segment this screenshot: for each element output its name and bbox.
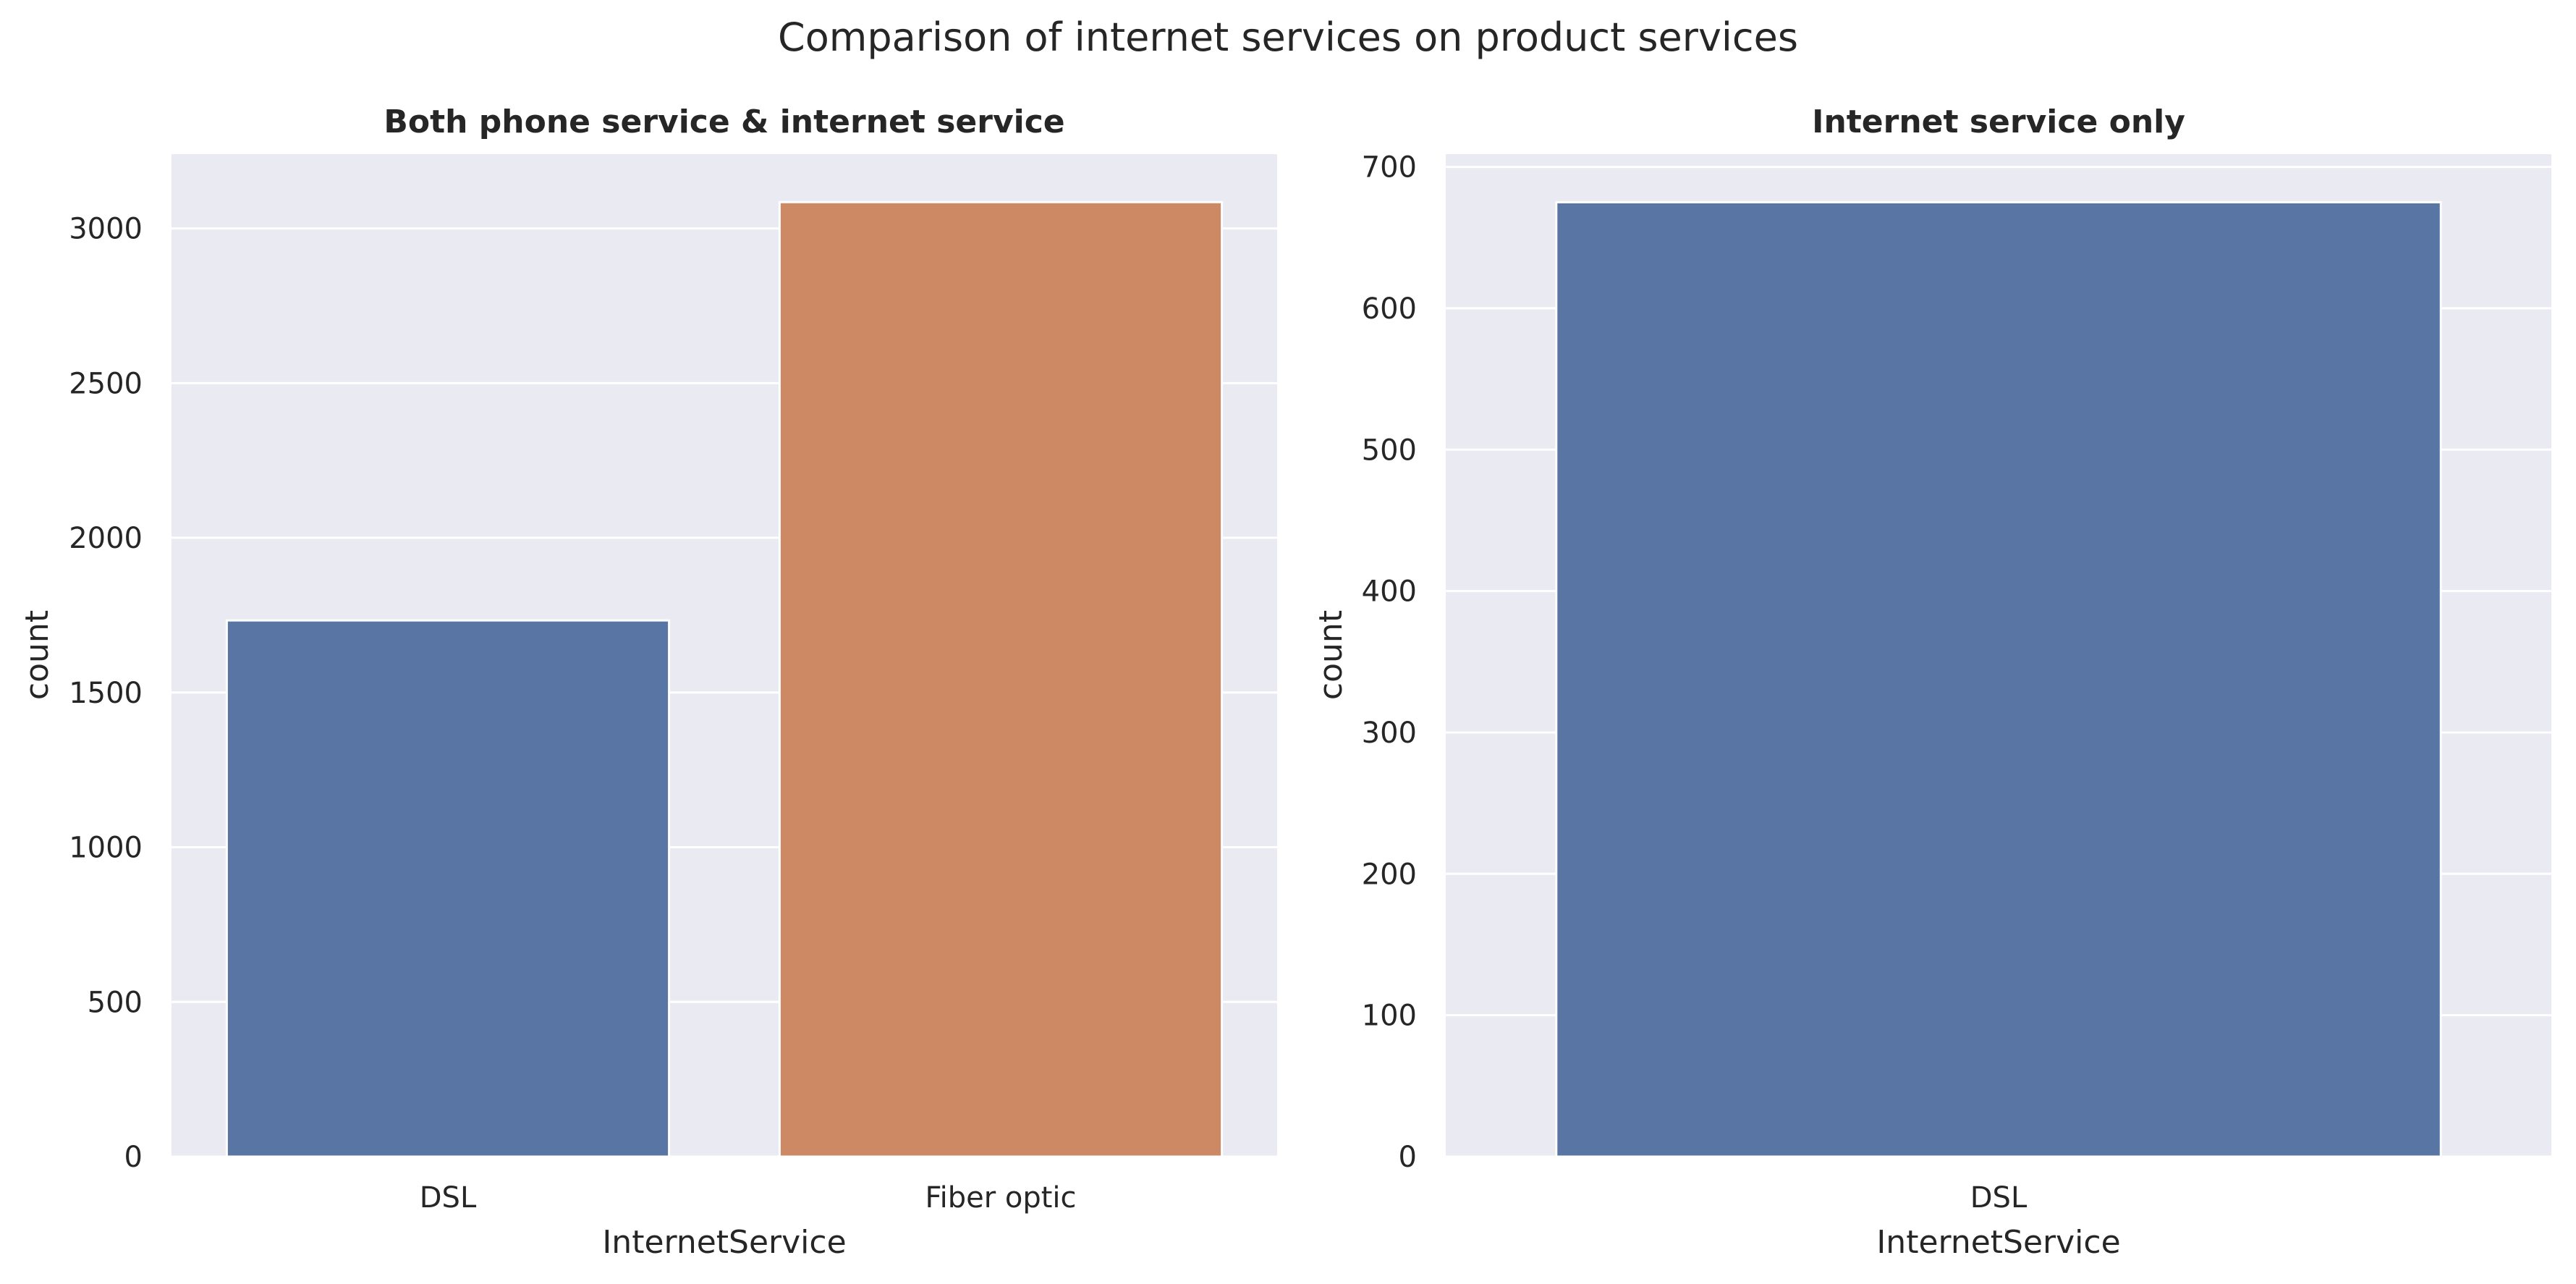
left-y-tick-label: 2500 [69, 367, 143, 400]
left-y-axis-label: count [19, 610, 56, 700]
right-y-tick-label: 600 [1362, 292, 1417, 326]
left-yticks: 0 500 1000 1500 2000 2500 3000 [69, 213, 143, 1174]
right-x-axis-label: InternetService [1876, 1224, 2120, 1261]
right-y-tick-label: 0 [1399, 1141, 1417, 1174]
right-x-tick-label: DSL [1970, 1181, 2028, 1215]
left-y-tick-label: 500 [88, 986, 143, 1019]
left-y-tick-label: 0 [124, 1141, 143, 1174]
figure-title: Comparison of internet services on produ… [778, 14, 1798, 60]
left-bar-fiber-optic [778, 200, 1224, 1158]
right-y-tick-label: 100 [1362, 1000, 1417, 1033]
left-y-tick-label: 3000 [69, 213, 143, 246]
left-bar-dsl [225, 619, 671, 1158]
left-y-tick-label: 2000 [69, 522, 143, 555]
right-chart-title: Internet service only [1812, 104, 2185, 140]
right-y-tick-label: 200 [1362, 858, 1417, 891]
left-y-tick-label: 1000 [69, 832, 143, 865]
right-y-tick-label: 500 [1362, 434, 1417, 467]
right-y-axis-label: count [1313, 610, 1350, 700]
right-bars [1555, 200, 2442, 1158]
right-xticks: DSL [1970, 1181, 2028, 1215]
right-bar-dsl [1555, 200, 2442, 1158]
left-chart-title: Both phone service & internet service [384, 104, 1064, 140]
left-y-tick-label: 1500 [69, 677, 143, 710]
left-x-axis-label: InternetService [602, 1224, 846, 1261]
left-bars [225, 200, 1224, 1158]
right-y-tick-label: 700 [1362, 151, 1417, 185]
right-y-tick-label: 300 [1362, 717, 1417, 750]
left-xticks: DSL Fiber optic [420, 1181, 1077, 1215]
right-chart: 0 100 200 300 400 500 600 700 DSL Internet serv… [1313, 104, 2551, 1261]
right-y-tick-label: 400 [1362, 575, 1417, 609]
left-x-tick-label: DSL [420, 1181, 477, 1215]
right-yticks: 0 100 200 300 400 500 600 700 [1362, 151, 1417, 1174]
left-x-tick-label: Fiber optic [925, 1181, 1076, 1215]
